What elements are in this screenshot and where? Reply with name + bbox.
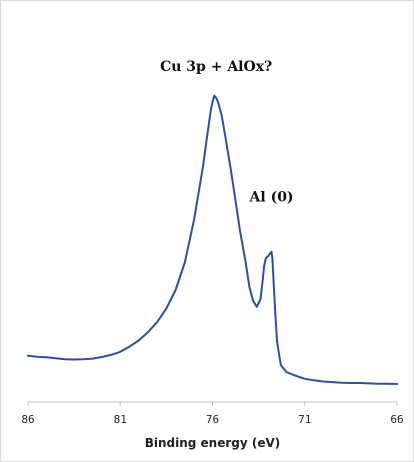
x-tick-label: 66 — [390, 413, 403, 426]
peak-annotation: Al (0) — [249, 190, 294, 206]
x-tick-label: 76 — [206, 413, 219, 426]
x-axis-ticks: 86 81 76 71 66 — [21, 402, 404, 426]
x-tick-label: 86 — [21, 413, 34, 426]
annotations: Cu 3p + AlOx? Al (0) — [160, 59, 293, 206]
spectrum-line — [27, 94, 398, 385]
x-axis-title: Binding energy (eV) — [145, 436, 281, 450]
x-tick-label: 71 — [298, 413, 311, 426]
x-tick-label: 81 — [114, 413, 127, 426]
peak-annotation: Cu 3p + AlOx? — [160, 59, 272, 75]
